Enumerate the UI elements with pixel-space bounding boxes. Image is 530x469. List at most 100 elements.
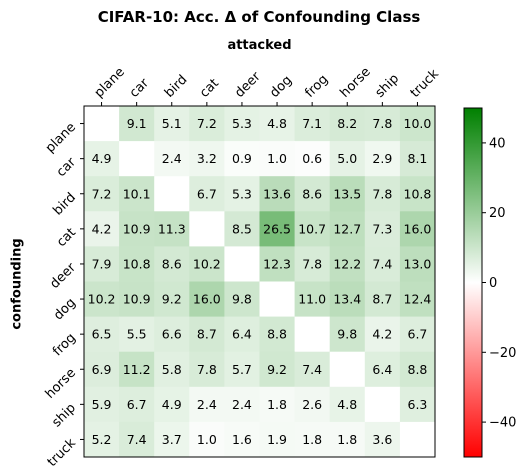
heatmap-cell bbox=[84, 351, 120, 388]
cell-value-label: 8.2 bbox=[337, 116, 357, 131]
heatmap-cell bbox=[329, 106, 366, 142]
heatmap-cell bbox=[294, 421, 331, 458]
cell-value-label: 10.1 bbox=[123, 186, 151, 201]
cell-value-label: 2.4 bbox=[197, 397, 217, 412]
cell-value-label: 5.3 bbox=[232, 186, 252, 201]
heatmap-cell bbox=[84, 246, 120, 282]
cell-value-label: 10.8 bbox=[404, 186, 432, 201]
heatmap-cell bbox=[84, 386, 120, 423]
heatmap-cell bbox=[364, 176, 401, 212]
y-tick-label: truck bbox=[45, 435, 80, 469]
y-tick-label: horse bbox=[43, 366, 79, 402]
heatmap-cell bbox=[119, 246, 155, 282]
heatmap-cell bbox=[119, 211, 155, 247]
cell-value-label: 7.9 bbox=[92, 256, 112, 271]
heatmap-cell bbox=[399, 421, 436, 458]
cell-value-label: 4.8 bbox=[337, 397, 357, 412]
cell-value-label: 7.8 bbox=[372, 186, 392, 201]
heatmap-cells bbox=[84, 106, 436, 458]
heatmap-cell bbox=[119, 386, 155, 423]
x-tick-label: bird bbox=[162, 72, 190, 100]
heatmap-cell bbox=[119, 316, 155, 353]
heatmap-cell bbox=[189, 141, 225, 177]
heatmap-cell bbox=[364, 246, 401, 282]
cell-value-label: 12.7 bbox=[333, 221, 361, 236]
heatmap-cell bbox=[154, 351, 190, 388]
cell-value-label: 10.9 bbox=[123, 221, 151, 236]
cell-value-label: 4.8 bbox=[267, 116, 287, 131]
cell-value-label: 8.8 bbox=[408, 362, 428, 377]
x-tick-label: horse bbox=[337, 65, 373, 101]
cell-value-label: 8.7 bbox=[372, 292, 392, 307]
heatmap-cell bbox=[189, 386, 225, 423]
cell-value-label: 6.4 bbox=[372, 362, 392, 377]
heatmap-cell bbox=[189, 176, 225, 212]
heatmap-cell bbox=[154, 211, 190, 247]
cell-value-label: 10.2 bbox=[193, 256, 221, 271]
cell-value-label: 16.0 bbox=[193, 292, 221, 307]
cell-value-label: 6.7 bbox=[127, 397, 147, 412]
heatmap-cell bbox=[294, 316, 331, 353]
cell-value-label: 6.5 bbox=[92, 327, 112, 342]
heatmap-cell bbox=[259, 386, 295, 423]
y-tick-label: bird bbox=[50, 190, 78, 218]
heatmap-cell bbox=[224, 316, 260, 353]
heatmap-cell bbox=[259, 246, 295, 282]
heatmap-cell bbox=[294, 246, 331, 282]
y-tick-label: deer bbox=[47, 260, 79, 292]
x-axis-label: attacked bbox=[227, 38, 292, 53]
heatmap-cell bbox=[189, 211, 225, 247]
heatmap-cell bbox=[259, 351, 295, 388]
cell-value-label: 12.3 bbox=[263, 256, 291, 271]
heatmap-cell bbox=[119, 421, 155, 458]
colorbar bbox=[463, 107, 483, 458]
cell-value-label: 12.2 bbox=[333, 256, 361, 271]
heatmap-cell bbox=[84, 176, 120, 212]
heatmap-cell bbox=[399, 176, 436, 212]
heatmap-cell bbox=[154, 106, 190, 142]
heatmap-cell bbox=[399, 386, 436, 423]
heatmap-cell bbox=[259, 106, 295, 142]
heatmap-cell bbox=[364, 106, 401, 142]
cell-value-label: 16.0 bbox=[404, 221, 432, 236]
heatmap-cell bbox=[329, 281, 366, 317]
heatmap-cell bbox=[294, 211, 331, 247]
colorbar-tick-label: 40 bbox=[489, 136, 506, 151]
cell-value-label: 4.9 bbox=[162, 397, 182, 412]
cell-value-label: 0.6 bbox=[302, 151, 322, 166]
cell-value-label: 6.3 bbox=[408, 397, 428, 412]
cell-value-label: 8.6 bbox=[302, 186, 322, 201]
heatmap-cell bbox=[259, 141, 295, 177]
cell-value-label: 8.1 bbox=[408, 151, 428, 166]
heatmap-cell bbox=[329, 351, 366, 388]
colorbar-tick-label: −40 bbox=[489, 416, 516, 431]
x-tick-label: dog bbox=[267, 73, 295, 101]
heatmap-cell bbox=[154, 281, 190, 317]
colorbar-tick-label: 20 bbox=[489, 206, 506, 221]
cell-value-label: 13.5 bbox=[333, 186, 361, 201]
x-tick-label: plane bbox=[92, 65, 128, 101]
heatmap-cell bbox=[224, 141, 260, 177]
cell-value-label: 5.1 bbox=[162, 116, 182, 131]
heatmap-cell bbox=[399, 351, 436, 388]
heatmap-cell bbox=[189, 106, 225, 142]
cell-value-label: 3.7 bbox=[162, 432, 182, 447]
heatmap-cell bbox=[329, 176, 366, 212]
cell-value-label: 1.0 bbox=[197, 432, 217, 447]
cell-value-label: 2.9 bbox=[372, 151, 392, 166]
heatmap-cell bbox=[364, 421, 401, 458]
cell-value-label: 9.2 bbox=[162, 292, 182, 307]
cell-value-label: 10.0 bbox=[404, 116, 432, 131]
cell-value-label: 7.3 bbox=[372, 221, 392, 236]
cell-value-label: 10.9 bbox=[123, 292, 151, 307]
cell-value-label: 6.7 bbox=[408, 327, 428, 342]
colorbar-tick-label: 0 bbox=[489, 276, 497, 291]
cell-value-label: 11.0 bbox=[298, 292, 326, 307]
chart-title: CIFAR-10: Acc. Δ of Confounding Class bbox=[97, 8, 421, 26]
cell-value-label: 7.2 bbox=[92, 186, 112, 201]
heatmap-cell bbox=[189, 351, 225, 388]
cell-value-label: 5.7 bbox=[232, 362, 252, 377]
cell-value-label: 6.6 bbox=[162, 327, 182, 342]
heatmap-cell bbox=[189, 281, 225, 317]
